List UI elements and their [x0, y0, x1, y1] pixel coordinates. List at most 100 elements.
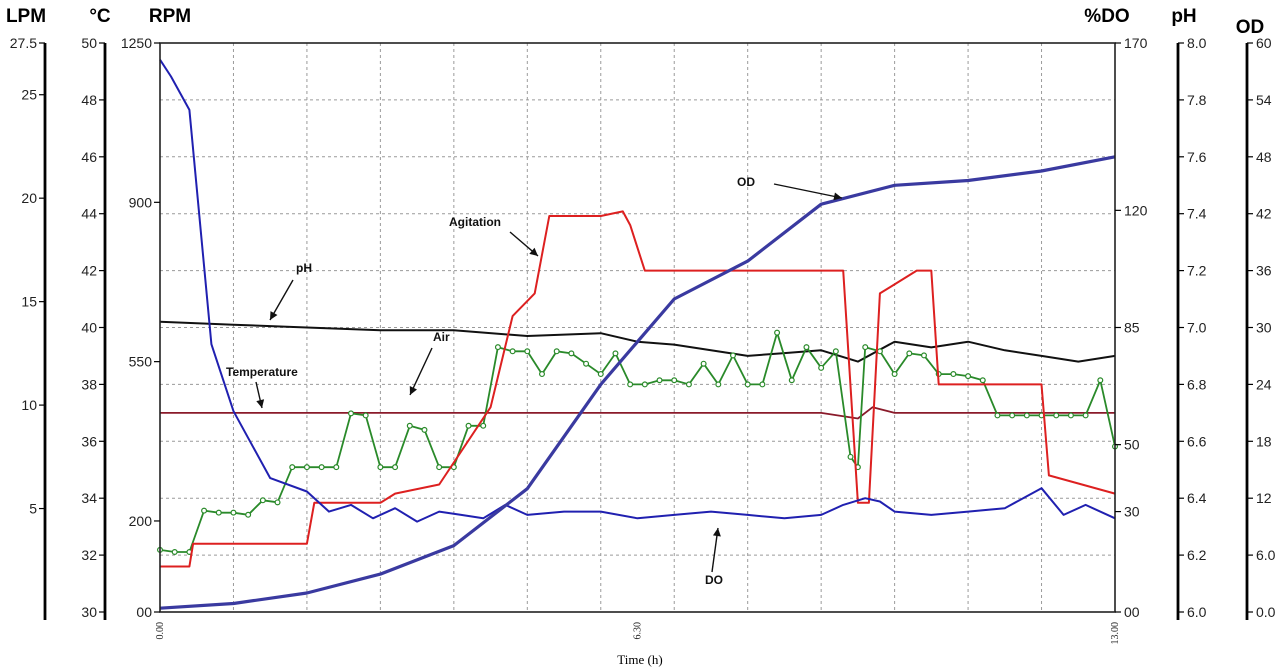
annotations-group: OD Agitation pH Air Temperature DO [226, 175, 843, 587]
annotation-temperature: Temperature [226, 365, 298, 379]
series-line-do [159, 59, 1116, 523]
data-point-air [465, 422, 472, 429]
data-point-air [627, 381, 634, 388]
tick-label-do: 00 [1124, 604, 1140, 620]
tick-label-temp: 46 [81, 149, 97, 165]
data-point-air [480, 422, 487, 429]
tick-label-do: 30 [1124, 504, 1140, 520]
plot-grid [160, 43, 1115, 612]
tick-label-lpm: 27.5 [10, 35, 37, 51]
annotation-do: DO [705, 573, 723, 587]
axis-label-ph: pH [1171, 6, 1196, 27]
arrowhead-temperature [256, 399, 265, 408]
tick-label-od: 18 [1256, 433, 1272, 449]
tick-label-ph: 7.0 [1187, 320, 1207, 336]
tick-label-od: 24 [1256, 376, 1272, 392]
tick-label-temp: 44 [81, 206, 97, 222]
data-point-air [774, 329, 781, 336]
data-point-air [685, 381, 692, 388]
tick-label-lpm: 25 [21, 87, 37, 103]
annotation-ph: pH [296, 261, 312, 275]
annotation-agitation: Agitation [449, 215, 501, 229]
data-point-air [259, 497, 266, 504]
data-point-air [524, 348, 531, 355]
data-point-air [1082, 412, 1089, 419]
series-line-od [159, 155, 1116, 610]
data-point-air [803, 344, 810, 351]
data-point-air [553, 348, 560, 355]
axis-label-od: OD [1236, 17, 1265, 38]
tick-label-temp: 32 [81, 547, 97, 563]
data-point-air [1067, 412, 1074, 419]
data-point-air [1053, 412, 1060, 419]
data-point-air [1009, 412, 1016, 419]
x-tick-label: 6.30 [633, 622, 644, 640]
data-point-air [950, 371, 957, 378]
tick-label-ph: 7.8 [1187, 92, 1207, 108]
series-group [157, 59, 1118, 610]
tick-label-rpm: 1250 [121, 35, 152, 51]
tick-label-ph: 6.8 [1187, 376, 1207, 392]
arrowhead-do [712, 528, 721, 537]
data-point-air [333, 464, 340, 471]
annotation-arrow-od [773, 183, 843, 199]
tick-label-temp: 42 [81, 263, 97, 279]
tick-label-temp: 38 [81, 376, 97, 392]
data-point-air [538, 371, 545, 378]
tick-label-temp: 30 [81, 604, 97, 620]
data-point-air [994, 412, 1001, 419]
tick-label-ph: 7.6 [1187, 149, 1207, 165]
tick-label-rpm: 200 [129, 513, 153, 529]
data-point-air [494, 344, 501, 351]
axis-label-do: %DO [1084, 6, 1129, 27]
tick-label-od: 60 [1256, 35, 1272, 51]
data-point-air [568, 350, 575, 357]
arrowhead-agitation [529, 247, 538, 256]
tick-label-rpm: 900 [129, 194, 153, 210]
tick-label-rpm: 00 [136, 604, 152, 620]
tick-label-od: 36 [1256, 263, 1272, 279]
data-point-air [274, 499, 281, 506]
data-point-air [700, 360, 707, 367]
tick-label-ph: 6.2 [1187, 547, 1207, 563]
data-point-air [171, 548, 178, 555]
tick-label-do: 50 [1124, 437, 1140, 453]
tick-label-ph: 6.6 [1187, 433, 1207, 449]
data-point-air [348, 410, 355, 417]
data-point-air [906, 350, 913, 357]
tick-label-temp: 36 [81, 433, 97, 449]
series-line-agitation [160, 210, 1116, 568]
data-point-air [847, 453, 854, 460]
tick-label-temp: 48 [81, 92, 97, 108]
tick-label-do: 85 [1124, 320, 1140, 336]
data-point-air [289, 464, 296, 471]
tick-label-ph: 7.2 [1187, 263, 1207, 279]
data-point-air [862, 344, 869, 351]
tick-label-rpm: 550 [129, 354, 153, 370]
tick-label-temp: 50 [81, 35, 97, 51]
arrowhead-air [409, 386, 418, 395]
tick-label-do: 120 [1124, 202, 1148, 218]
data-point-air [965, 373, 972, 380]
data-point-air [318, 464, 325, 471]
data-point-air [1097, 377, 1104, 384]
x-tick-label: 13.00 [1110, 622, 1121, 645]
series-line-ph [159, 320, 1116, 363]
data-point-air [715, 381, 722, 388]
tick-label-do: 170 [1124, 35, 1148, 51]
tick-label-od: 6.0 [1256, 547, 1276, 563]
data-point-air [979, 377, 986, 384]
data-point-air [891, 371, 898, 378]
data-point-air [744, 381, 751, 388]
annotation-air: Air [433, 330, 450, 344]
data-point-air [1023, 412, 1030, 419]
data-point-air [832, 348, 839, 355]
axis-label-rpm: RPM [149, 6, 191, 27]
data-point-air [230, 509, 237, 516]
data-point-air [671, 377, 678, 384]
tick-label-od: 30 [1256, 320, 1272, 336]
data-point-air [876, 348, 883, 355]
tick-label-ph: 8.0 [1187, 35, 1207, 51]
annotation-arrow-air [409, 347, 433, 396]
